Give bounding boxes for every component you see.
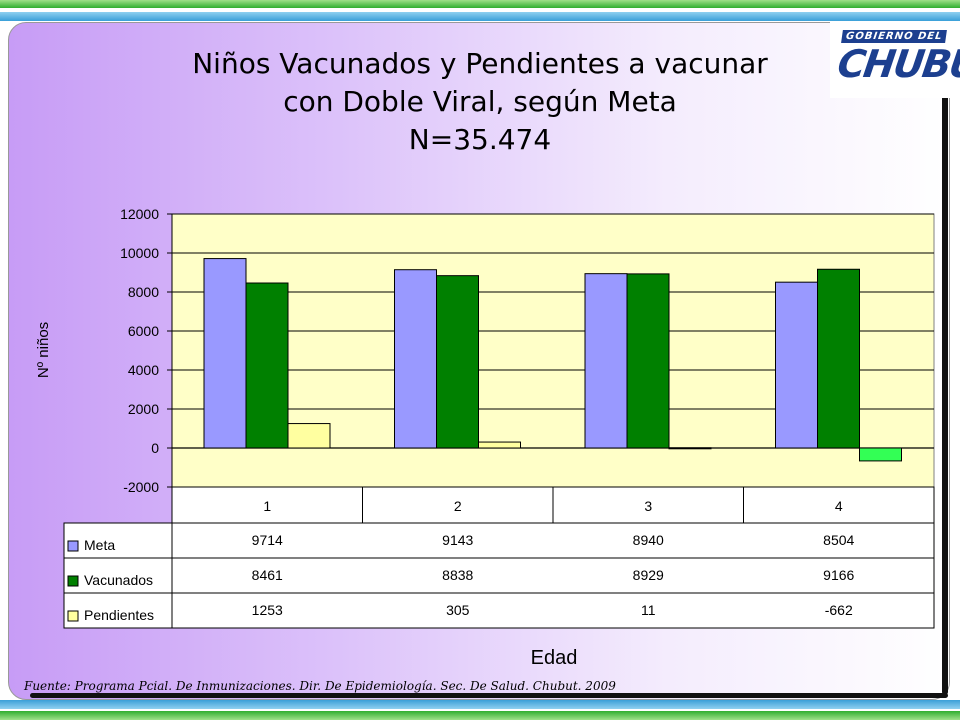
y-tick-label: 0 <box>151 440 159 456</box>
y-axis-label: Nº niños <box>35 322 52 378</box>
bar-pendientes-2 <box>478 441 521 449</box>
bar-meta-3 <box>584 273 628 449</box>
bar-pendientes-4 <box>859 447 902 462</box>
bar-vacunados-1 <box>245 282 289 449</box>
data-label-pendientes: -662 <box>825 602 853 618</box>
data-label-meta: 8940 <box>633 532 664 548</box>
legend-swatch-pendientes <box>67 610 79 622</box>
legend-label-pendientes: Pendientes <box>84 607 154 623</box>
top-stripe-white <box>0 8 960 12</box>
bar-meta-1 <box>203 258 247 449</box>
x-tick-label: 4 <box>835 498 843 514</box>
bar-vacunados-4 <box>817 268 860 449</box>
data-label-vacunados: 8461 <box>252 567 283 583</box>
data-label-pendientes: 11 <box>641 602 656 618</box>
top-stripe-blue <box>0 12 960 21</box>
data-label-pendientes: 1253 <box>252 602 283 618</box>
y-tick-label: 12000 <box>120 206 159 222</box>
y-tick-label: 6000 <box>128 323 159 339</box>
y-tick-label: 10000 <box>120 245 159 261</box>
chart-title-line-3: N=35.474 <box>408 123 552 156</box>
bar-pendientes-1 <box>287 423 331 449</box>
data-label-meta: 8504 <box>823 532 854 548</box>
bar-vacunados-2 <box>436 275 479 449</box>
legend-label-meta: Meta <box>84 537 115 553</box>
gobierno-chubut-logo: GOBIERNO DEL CHUBUT <box>830 22 960 98</box>
data-label-meta: 9714 <box>252 532 283 548</box>
bar-pendientes-3 <box>668 447 712 450</box>
data-label-vacunados: 9166 <box>823 567 854 583</box>
chart-title-line-1: Niños Vacunados y Pendientes a vacunar <box>192 47 768 80</box>
data-label-meta: 9143 <box>442 532 473 548</box>
bottom-stripe-blue <box>0 700 960 709</box>
y-tick-label: 2000 <box>128 401 159 417</box>
legend-swatch-meta <box>67 540 79 552</box>
data-label-pendientes: 305 <box>446 602 470 618</box>
source-note: Fuente: Programa Pcial. De Inmunizacione… <box>24 679 616 693</box>
bar-vacunados-3 <box>626 273 670 449</box>
chart-title-line-2: con Doble Viral, según Meta <box>283 85 677 118</box>
x-tick-label: 1 <box>263 498 271 514</box>
bottom-stripe-green <box>0 711 960 720</box>
legend-swatch-vacunados <box>67 575 79 587</box>
frame-shadow-right <box>942 95 948 695</box>
bar-meta-4 <box>775 281 818 449</box>
x-axis-label: Edad <box>531 647 578 669</box>
frame-shadow-bottom <box>30 693 948 698</box>
x-tick-label: 2 <box>454 498 462 514</box>
table-body <box>63 522 935 629</box>
top-stripe-green <box>0 0 960 8</box>
data-label-vacunados: 8838 <box>442 567 473 583</box>
legend-label-vacunados: Vacunados <box>84 572 153 588</box>
y-tick-label: 4000 <box>128 362 159 378</box>
x-tick-label: 3 <box>644 498 652 514</box>
data-label-vacunados: 8929 <box>633 567 664 583</box>
bar-meta-2 <box>394 269 437 449</box>
y-tick-label: -2000 <box>123 479 159 495</box>
y-tick-label: 8000 <box>128 284 159 300</box>
